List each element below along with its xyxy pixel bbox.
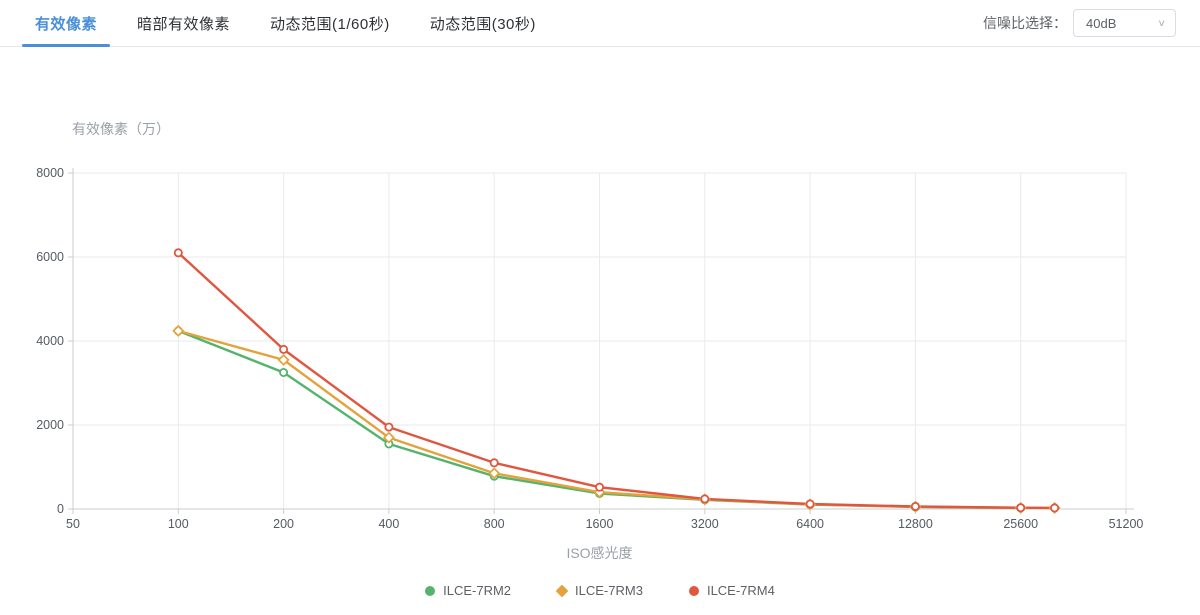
tab-bar: 有效像素 暗部有效像素 动态范围(1/60秒) 动态范围(30秒) bbox=[0, 0, 556, 47]
tab-1[interactable]: 暗部有效像素 bbox=[137, 15, 231, 33]
x-tick-label-5: 1600 bbox=[586, 517, 614, 531]
x-tick-label-4: 800 bbox=[484, 517, 505, 531]
data-point-ILCE-7RM4[interactable] bbox=[700, 494, 710, 504]
y-tick-label-0: 0 bbox=[57, 502, 64, 516]
data-point-ILCE-7RM3[interactable] bbox=[488, 467, 501, 480]
series-line-ILCE-7RM4 bbox=[177, 251, 1056, 510]
data-point-ILCE-7RM4[interactable] bbox=[1050, 503, 1060, 513]
data-point-ILCE-7RM4[interactable] bbox=[805, 499, 815, 509]
snr-control: 信噪比选择： 40dB ∨ bbox=[983, 0, 1176, 46]
legend: ILCE-7RM2 ILCE-7RM3 ILCE-7RM4 bbox=[0, 583, 1200, 598]
data-point-ILCE-7RM4[interactable] bbox=[489, 458, 499, 468]
chart: 50 100 200 400 800 1600 3200 6400 12800 25600 5120… bbox=[0, 47, 1200, 615]
y-tick-label-2: 4000 bbox=[36, 334, 64, 348]
snr-select-value: 40dB bbox=[1086, 15, 1117, 31]
x-tick-label-3: 400 bbox=[378, 517, 399, 531]
legend-label: ILCE-7RM3 bbox=[575, 583, 643, 598]
data-point-ILCE-7RM4[interactable] bbox=[384, 422, 394, 432]
x-tick-label-8: 12800 bbox=[898, 517, 933, 531]
x-tick-label-7: 6400 bbox=[796, 517, 824, 531]
legend-label: ILCE-7RM2 bbox=[443, 583, 512, 598]
x-tick-label-1: 100 bbox=[168, 517, 189, 531]
legend-item-ILCE-7RM4[interactable]: ILCE-7RM4 bbox=[688, 583, 775, 598]
y-tick-label-4: 8000 bbox=[36, 166, 64, 180]
data-point-ILCE-7RM4[interactable] bbox=[1016, 503, 1026, 513]
legend-label: ILCE-7RM4 bbox=[706, 583, 775, 598]
tab-0[interactable]: 有效像素 bbox=[15, 0, 117, 47]
legend-item-ILCE-7RM2[interactable]: ILCE-7RM2 bbox=[425, 583, 511, 598]
data-point-ILCE-7RM3[interactable] bbox=[277, 353, 290, 366]
tab-2[interactable]: 动态范围(1/60秒) bbox=[270, 15, 390, 33]
legend-marker-icon bbox=[688, 585, 699, 596]
y-axis-title: 有效像素（万） bbox=[72, 121, 170, 137]
legend-item-ILCE-7RM3[interactable]: ILCE-7RM3 bbox=[555, 583, 643, 598]
snr-select[interactable]: 40dB ∨ bbox=[1073, 9, 1176, 37]
x-tick-label-10: 51200 bbox=[1109, 517, 1144, 531]
data-point-ILCE-7RM3[interactable] bbox=[172, 324, 185, 337]
data-point-ILCE-7RM4[interactable] bbox=[279, 344, 289, 354]
legend-marker-icon bbox=[425, 585, 436, 596]
line-chart-canvas: 50 100 200 400 800 1600 3200 6400 12800 25600 5120… bbox=[36, 121, 1144, 561]
x-axis-title: ISO感光度 bbox=[566, 545, 632, 561]
x-tick-label-9: 25600 bbox=[1003, 517, 1038, 531]
data-point-ILCE-7RM2[interactable] bbox=[279, 367, 289, 377]
snr-label: 信噪比选择： bbox=[983, 15, 1067, 31]
data-point-ILCE-7RM4[interactable] bbox=[910, 501, 920, 511]
y-tick-label-3: 6000 bbox=[36, 250, 64, 264]
x-tick-label-2: 200 bbox=[273, 517, 294, 531]
legend-marker-icon bbox=[555, 584, 569, 597]
series-line-ILCE-7RM3 bbox=[177, 329, 1056, 510]
tab-3[interactable]: 动态范围(30秒) bbox=[429, 15, 536, 33]
x-tick-label-6: 3200 bbox=[691, 517, 719, 531]
tabs-header: 有效像素 暗部有效像素 动态范围(1/60秒) 动态范围(30秒) 信噪比选择： 40… bbox=[0, 0, 1200, 47]
data-point-ILCE-7RM4[interactable] bbox=[173, 248, 183, 258]
x-tick-label-0: 50 bbox=[66, 517, 80, 531]
data-point-ILCE-7RM3[interactable] bbox=[382, 431, 395, 444]
chevron-down-icon: ∨ bbox=[1157, 17, 1166, 29]
data-point-ILCE-7RM4[interactable] bbox=[595, 482, 605, 492]
y-tick-label-1: 2000 bbox=[36, 418, 64, 432]
